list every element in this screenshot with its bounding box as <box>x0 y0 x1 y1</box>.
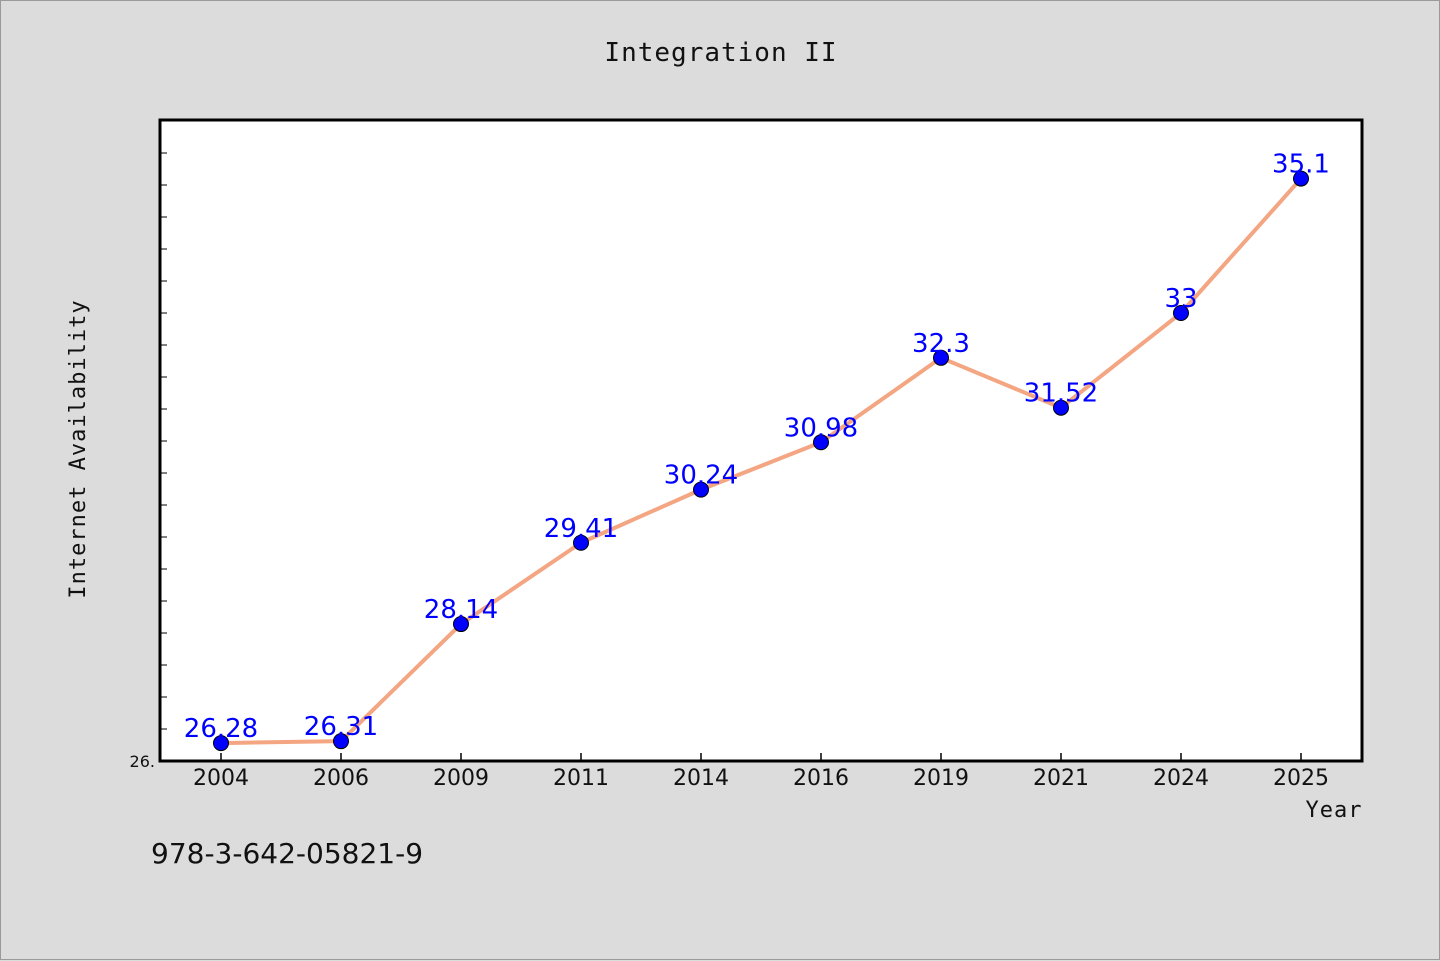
x-tick-label: 2009 <box>433 766 489 791</box>
footer-code: 978-3-642-05821-9 <box>151 837 423 870</box>
data-labels: 26.28 26.31 28.14 29.41 30.24 30.98 32.3 31.52 3… <box>184 150 1330 744</box>
data-label: 32.3 <box>912 329 970 359</box>
x-tick-label: 2021 <box>1033 766 1089 791</box>
data-point <box>693 481 709 498</box>
data-point <box>213 735 229 752</box>
y-axis-label: Internet Availability <box>66 299 91 598</box>
y-axis-ticks <box>161 152 167 730</box>
data-point <box>813 434 829 451</box>
data-point <box>333 733 349 750</box>
x-axis: 2004 2006 2009 2011 2014 2016 2019 2021 2024 2025 <box>193 753 1329 791</box>
x-tick-label: 2004 <box>193 766 249 791</box>
x-axis-label: Year <box>1306 798 1363 823</box>
data-label: 30.98 <box>784 413 858 443</box>
x-tick-label: 2019 <box>913 766 969 791</box>
x-tick-label: 2011 <box>553 766 609 791</box>
x-tick-label: 2016 <box>793 766 849 791</box>
data-point <box>1053 399 1069 416</box>
data-point <box>453 616 469 633</box>
data-label: 26.28 <box>184 714 258 744</box>
x-tick-label: 2025 <box>1273 766 1329 791</box>
x-tick-label: 2024 <box>1153 766 1209 791</box>
x-tick-label: 2014 <box>673 766 729 791</box>
data-point <box>573 534 589 551</box>
data-point <box>1173 305 1189 321</box>
series-line <box>220 177 1303 746</box>
data-label: 35.1 <box>1272 150 1330 180</box>
data-label: 26.31 <box>304 712 378 742</box>
plot-area <box>158 118 1364 763</box>
data-label: 33 <box>1164 284 1197 314</box>
data-point <box>933 349 949 366</box>
data-label: 31.52 <box>1024 379 1098 409</box>
data-label: 28.14 <box>424 595 498 625</box>
x-tick-label: 2006 <box>313 766 369 791</box>
series-markers <box>213 170 1309 752</box>
chart-title: Integration II <box>604 38 837 68</box>
data-point <box>1293 170 1309 187</box>
data-label: 30.24 <box>664 461 738 491</box>
y-axis-min-label: 26. <box>130 752 155 771</box>
data-label: 29.41 <box>544 514 618 544</box>
